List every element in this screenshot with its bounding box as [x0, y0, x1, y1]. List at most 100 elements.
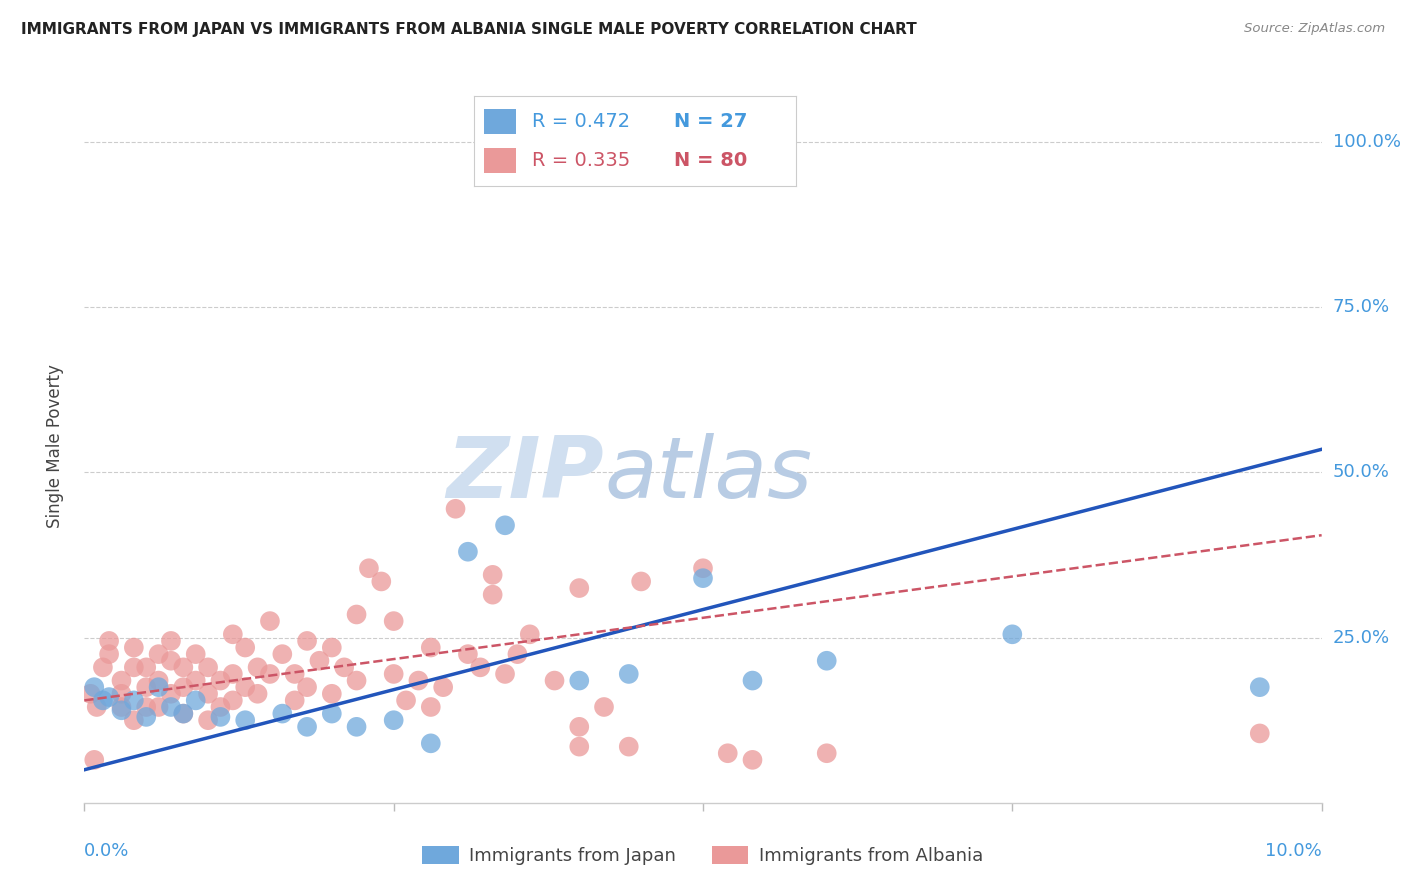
- Text: Source: ZipAtlas.com: Source: ZipAtlas.com: [1244, 22, 1385, 36]
- Point: [444, 501, 467, 516]
- Point: [346, 720, 368, 734]
- Point: [630, 574, 652, 589]
- Point: [481, 588, 503, 602]
- Point: [222, 627, 245, 641]
- Point: [457, 647, 479, 661]
- Point: [568, 739, 591, 754]
- Point: [91, 660, 114, 674]
- Point: [148, 700, 170, 714]
- Point: [98, 690, 121, 704]
- Point: [172, 706, 194, 721]
- Point: [98, 647, 121, 661]
- Point: [172, 706, 194, 721]
- Point: [1001, 627, 1024, 641]
- Point: [382, 667, 405, 681]
- Point: [135, 660, 157, 674]
- Point: [184, 647, 207, 661]
- Point: [295, 720, 318, 734]
- Point: [481, 567, 503, 582]
- Point: [246, 687, 269, 701]
- Point: [122, 693, 145, 707]
- Point: [83, 753, 105, 767]
- Point: [568, 581, 591, 595]
- Point: [86, 700, 108, 714]
- Point: [346, 607, 368, 622]
- Point: [197, 713, 219, 727]
- Point: [110, 700, 132, 714]
- Point: [98, 634, 121, 648]
- Point: [148, 680, 170, 694]
- Point: [160, 687, 183, 701]
- Point: [209, 710, 232, 724]
- Point: [284, 667, 307, 681]
- Point: [91, 693, 114, 707]
- Point: [593, 700, 616, 714]
- Point: [717, 746, 740, 760]
- Point: [79, 687, 101, 701]
- Point: [209, 700, 232, 714]
- Point: [259, 667, 281, 681]
- Point: [382, 713, 405, 727]
- Point: [568, 720, 591, 734]
- Point: [333, 660, 356, 674]
- Point: [308, 654, 330, 668]
- Point: [135, 700, 157, 714]
- Text: atlas: atlas: [605, 433, 813, 516]
- Point: [470, 660, 492, 674]
- Point: [184, 673, 207, 688]
- Point: [135, 680, 157, 694]
- Point: [233, 680, 256, 694]
- Point: [432, 680, 454, 694]
- Point: [419, 640, 441, 655]
- Text: 10.0%: 10.0%: [1265, 842, 1322, 860]
- Point: [172, 660, 194, 674]
- Point: [295, 634, 318, 648]
- Point: [160, 654, 183, 668]
- Text: ZIP: ZIP: [446, 433, 605, 516]
- Point: [184, 693, 207, 707]
- Point: [692, 571, 714, 585]
- Point: [246, 660, 269, 674]
- Point: [222, 693, 245, 707]
- Point: [741, 753, 763, 767]
- Point: [519, 627, 541, 641]
- Point: [382, 614, 405, 628]
- Point: [284, 693, 307, 707]
- Point: [815, 654, 838, 668]
- Point: [568, 673, 591, 688]
- Point: [494, 518, 516, 533]
- Point: [1249, 680, 1271, 694]
- Point: [233, 640, 256, 655]
- Point: [172, 680, 194, 694]
- Point: [506, 647, 529, 661]
- Point: [110, 703, 132, 717]
- Point: [271, 706, 294, 721]
- Point: [617, 739, 640, 754]
- Point: [160, 634, 183, 648]
- Point: [408, 673, 430, 688]
- Point: [1249, 726, 1271, 740]
- Point: [346, 673, 368, 688]
- Point: [494, 667, 516, 681]
- Point: [295, 680, 318, 694]
- Point: [321, 706, 343, 721]
- Text: 75.0%: 75.0%: [1333, 298, 1391, 317]
- Point: [197, 687, 219, 701]
- Point: [692, 561, 714, 575]
- Point: [259, 614, 281, 628]
- Point: [543, 673, 565, 688]
- Text: IMMIGRANTS FROM JAPAN VS IMMIGRANTS FROM ALBANIA SINGLE MALE POVERTY CORRELATION: IMMIGRANTS FROM JAPAN VS IMMIGRANTS FROM…: [21, 22, 917, 37]
- Point: [419, 700, 441, 714]
- Point: [197, 660, 219, 674]
- Point: [321, 687, 343, 701]
- Point: [122, 640, 145, 655]
- Point: [160, 700, 183, 714]
- Point: [222, 667, 245, 681]
- Point: [357, 561, 380, 575]
- Point: [741, 673, 763, 688]
- Point: [233, 713, 256, 727]
- Point: [370, 574, 392, 589]
- Text: 25.0%: 25.0%: [1333, 629, 1391, 647]
- Point: [122, 660, 145, 674]
- Point: [271, 647, 294, 661]
